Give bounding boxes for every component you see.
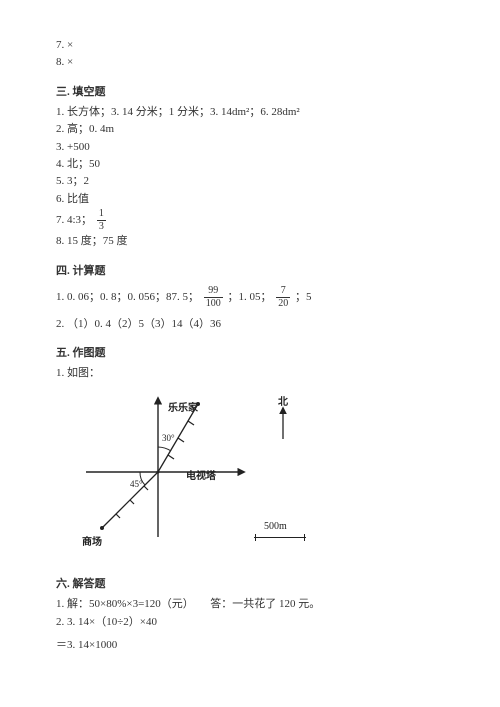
s3-q6: 6. 比值	[56, 192, 444, 207]
pre-item-8: 8. ×	[56, 55, 444, 70]
s4-q1-frac1: 99 100	[204, 286, 223, 309]
s3-q8: 8. 15 度；75 度	[56, 234, 444, 249]
label-angle-bottom: 45°	[130, 479, 143, 489]
s6-q2b: ＝3. 14×1000	[56, 638, 444, 653]
s4-q1-a: 1. 0. 06；0. 8；0. 056；87. 5；	[56, 291, 199, 303]
frac-num: 7	[276, 286, 290, 298]
s4-q1-b: ；1. 05；	[228, 291, 272, 303]
label-north: 北	[278, 393, 288, 408]
label-house: 乐乐家	[168, 399, 198, 414]
frac-num: 1	[97, 209, 106, 221]
pre-item-7: 7. ×	[56, 38, 444, 53]
s3-q1: 1. 长方体；3. 14 分米；1 分米；3. 14dm²；6. 28dm²	[56, 105, 444, 120]
frac-den: 3	[97, 221, 106, 232]
section-3-title: 三. 填空题	[56, 83, 444, 99]
s4-q1-frac2: 7 20	[276, 286, 290, 309]
s3-q3: 3. +500	[56, 140, 444, 155]
s3-q7: 7. 4:3； 1 3	[56, 209, 444, 232]
s5-q1: 1. 如图：	[56, 366, 444, 381]
label-angle-top: 30°	[162, 433, 175, 443]
frac-den: 100	[204, 298, 223, 309]
label-scale: 500m	[264, 521, 287, 532]
scale-bar	[254, 537, 306, 538]
s3-q4: 4. 北；50	[56, 157, 444, 172]
s3-q7-prefix: 7. 4:3；	[56, 214, 92, 226]
s6-q2: 2. 3. 14×（10÷2）×40	[56, 615, 444, 630]
section-5-title: 五. 作图题	[56, 344, 444, 360]
s4-q1-c: ；5	[295, 291, 312, 303]
s3-q2: 2. 高；0. 4m	[56, 122, 444, 137]
label-tower: 电视塔	[186, 467, 216, 482]
section-4-title: 四. 计算题	[56, 262, 444, 278]
frac-den: 20	[276, 298, 290, 309]
label-mall: 商场	[82, 533, 102, 548]
s6-q1: 1. 解：50×80%×3=120（元） 答：一共花了 120 元。	[56, 597, 444, 612]
s4-q1: 1. 0. 06；0. 8；0. 056；87. 5； 99 100 ；1. 0…	[56, 286, 444, 309]
frac-num: 99	[204, 286, 223, 298]
direction-diagram: 乐乐家 北 30° 电视塔 45° 商场 500m	[68, 387, 348, 557]
s4-q2: 2. （1）0. 4（2）5（3）14（4）36	[56, 317, 444, 332]
s3-q7-frac: 1 3	[97, 209, 106, 232]
s3-q5: 5. 3；2	[56, 174, 444, 189]
section-6-title: 六. 解答题	[56, 575, 444, 591]
